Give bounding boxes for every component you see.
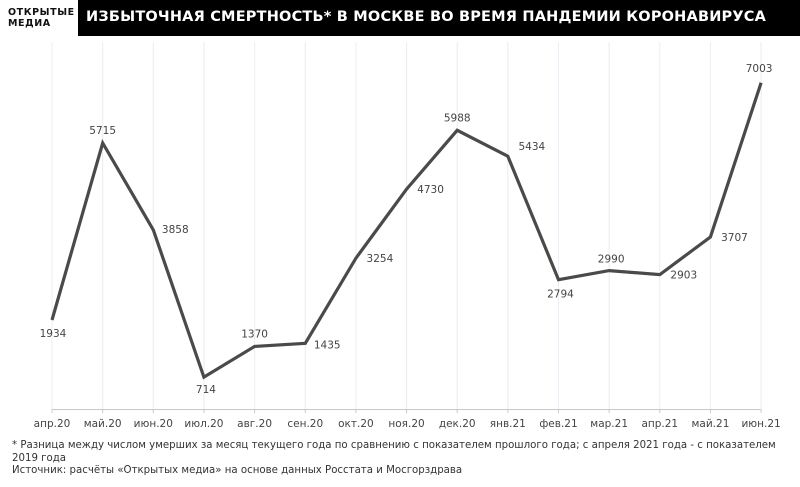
brand-logo-line2: МЕДИА — [8, 18, 51, 29]
x-tick-label: май.20 — [84, 418, 122, 430]
x-tick-label: дек.20 — [439, 418, 476, 430]
brand-logo: ОТКРЫТЫЕ МЕДИА — [8, 7, 75, 29]
data-line — [50, 82, 763, 380]
data-label: 5988 — [444, 112, 471, 124]
data-label: 3858 — [162, 224, 189, 236]
x-tick-label: окт.20 — [338, 418, 374, 430]
data-label: 1370 — [241, 328, 268, 340]
x-tick-label: авг.20 — [237, 418, 272, 430]
x-tick-label: янв.21 — [490, 418, 526, 430]
data-label: 1934 — [40, 328, 67, 340]
data-label: 7003 — [746, 63, 773, 75]
x-tick-label: ноя.20 — [388, 418, 424, 430]
x-tick-label: апр.21 — [641, 418, 678, 430]
x-axis — [51, 409, 762, 413]
data-label: 2794 — [547, 289, 574, 301]
chart-gridlines — [51, 42, 762, 409]
data-label: 5434 — [518, 141, 545, 153]
chart-title: ИЗБЫТОЧНАЯ СМЕРТНОСТЬ* В МОСКВЕ ВО ВРЕМЯ… — [86, 9, 767, 25]
data-label: 1435 — [314, 339, 341, 351]
x-tick-label: май.21 — [692, 418, 730, 430]
data-label: 5715 — [89, 125, 116, 137]
data-label: 3707 — [721, 232, 748, 244]
x-tick-label: мар.21 — [590, 418, 628, 430]
data-label: 714 — [196, 384, 216, 396]
x-tick-label: сен.20 — [287, 418, 323, 430]
data-labels: 1934 5715 3858 714 1370 1435 3254 4730 5988 5434 2… — [40, 63, 773, 396]
x-tick-label: апр.20 — [34, 418, 71, 430]
x-tick-label: фев.21 — [539, 418, 577, 430]
data-label: 2903 — [670, 270, 697, 282]
brand-logo-line1: ОТКРЫТЫЕ — [8, 7, 75, 18]
data-label: 3254 — [367, 253, 394, 265]
x-tick-label: июл.20 — [184, 418, 223, 430]
data-label: 2990 — [598, 254, 625, 266]
x-tick-label: июн.21 — [741, 418, 780, 430]
footnote: * Разница между числом умерших за месяц … — [12, 440, 776, 464]
x-axis-tick-labels: апр.20 май.20 июн.20 июл.20 авг.20 сен.20 окт.… — [34, 418, 781, 430]
source-note: Источник: расчёты «Открытых медиа» на ос… — [12, 465, 463, 476]
title-bar: ИЗБЫТОЧНАЯ СМЕРТНОСТЬ* В МОСКВЕ ВО ВРЕМЯ… — [78, 0, 800, 36]
x-tick-label: июн.20 — [134, 418, 173, 430]
data-label: 4730 — [417, 184, 444, 196]
